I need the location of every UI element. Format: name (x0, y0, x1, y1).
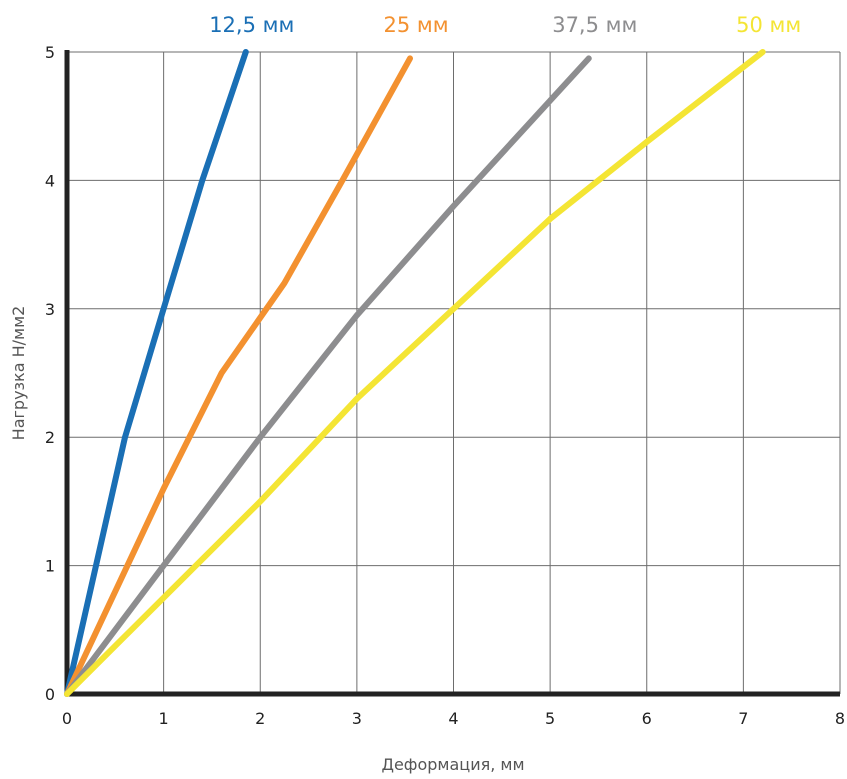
x-tick-label: 2 (255, 709, 265, 728)
y-tick-label: 2 (45, 428, 55, 447)
series-line-4 (64, 49, 766, 697)
y-axis-title: Нагрузка Н/мм2 (9, 306, 28, 441)
legend: 12,5 мм 25 мм 37,5 мм 50 мм (209, 13, 801, 37)
y-tick-label: 0 (45, 685, 55, 704)
grid (67, 51, 841, 694)
x-tick-label: 3 (352, 709, 362, 728)
series-line-1 (64, 49, 249, 697)
y-tick-label: 1 (45, 557, 55, 576)
axes (64, 50, 840, 697)
x-tick-label: 5 (545, 709, 555, 728)
x-tick-label: 1 (159, 709, 169, 728)
legend-label-4: 50 мм (736, 13, 801, 37)
x-tick-label: 6 (642, 709, 652, 728)
x-tick-label: 7 (738, 709, 748, 728)
x-tick-label: 0 (62, 709, 72, 728)
y-tick-label: 5 (45, 43, 55, 62)
y-tick-label: 4 (45, 171, 55, 190)
y-tick-label: 3 (45, 300, 55, 319)
x-axis-title: Деформация, мм (381, 755, 524, 774)
legend-label-1: 12,5 мм (209, 13, 294, 37)
legend-label-3: 37,5 мм (552, 13, 637, 37)
series-line-2 (64, 55, 413, 697)
series-line-3 (64, 55, 592, 697)
series-lines (64, 49, 766, 697)
legend-label-2: 25 мм (383, 13, 448, 37)
x-tick-label: 8 (835, 709, 845, 728)
x-tick-label: 4 (448, 709, 458, 728)
tick-labels: 0 1 2 3 4 5 6 7 8 0 1 2 3 4 5 (45, 43, 845, 728)
